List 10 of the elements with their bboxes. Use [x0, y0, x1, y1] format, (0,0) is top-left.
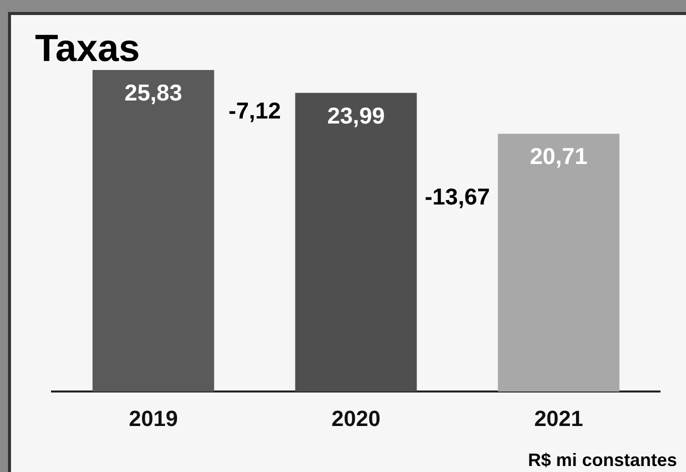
annotation: -13,67 [424, 183, 490, 210]
data-label: 20,71 [530, 143, 588, 170]
text: R$ mi constantes [528, 450, 677, 470]
chart-title: Taxas [35, 28, 140, 70]
x-tick-label: 2019 [128, 406, 178, 431]
data-label: 23,99 [327, 102, 385, 128]
x-tick-label: 2021 [534, 406, 584, 431]
annotation: -7,12 [228, 97, 281, 124]
x-tick-label: 2020 [332, 406, 380, 431]
data-label: 25,83 [124, 79, 182, 106]
